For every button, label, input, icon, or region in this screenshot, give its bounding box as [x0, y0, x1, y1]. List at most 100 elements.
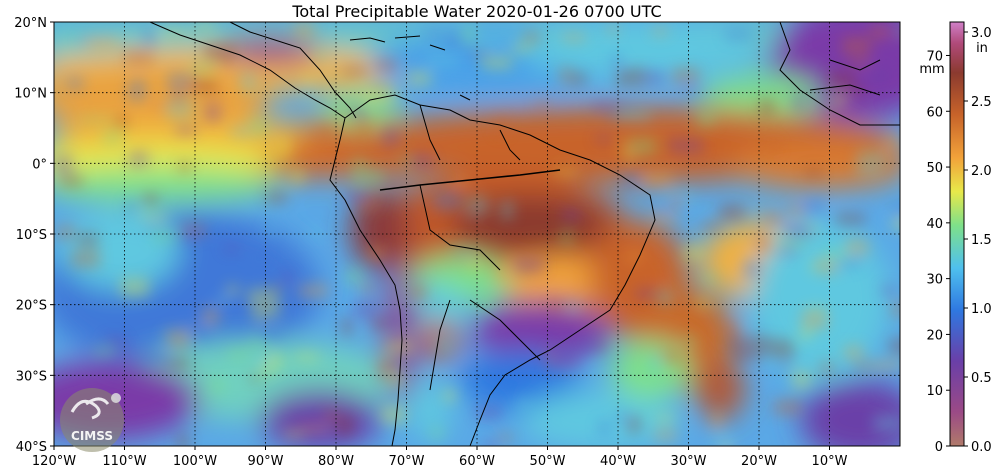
- texture-patch: [607, 25, 619, 34]
- texture-patch: [362, 90, 395, 104]
- texture-patch: [881, 285, 898, 296]
- texture-patch: [854, 362, 874, 370]
- in-tick-label: 0.5: [971, 371, 992, 386]
- texture-patch: [179, 232, 196, 241]
- texture-patch: [709, 432, 734, 446]
- texture-patch: [575, 339, 601, 354]
- texture-patch: [324, 410, 339, 421]
- texture-patch: [335, 416, 354, 436]
- texture-patch: [202, 307, 219, 325]
- texture-patch: [178, 161, 191, 173]
- latitude-label: 20°N: [14, 16, 47, 31]
- texture-patch: [408, 70, 432, 86]
- texture-patch: [300, 88, 315, 99]
- texture-patch: [773, 398, 802, 416]
- texture-patch: [513, 256, 545, 274]
- texture-patch: [763, 213, 783, 223]
- texture-patch: [727, 333, 739, 349]
- texture-patch: [71, 249, 101, 268]
- texture-patch: [128, 151, 149, 167]
- texture-patch: [710, 411, 723, 430]
- texture-patch: [85, 37, 118, 51]
- texture-patch: [461, 368, 476, 376]
- texture-patch: [628, 137, 656, 156]
- texture-patch: [873, 414, 900, 432]
- cimss-logo: CIMSS: [60, 388, 124, 452]
- texture-patch: [642, 170, 673, 187]
- texture-patch: [467, 195, 488, 216]
- lat-lon-gridlines: [54, 22, 900, 446]
- texture-patch: [120, 277, 149, 298]
- texture-patch: [476, 406, 501, 419]
- texture-patch: [226, 284, 239, 296]
- texture-patch: [898, 28, 900, 38]
- texture-patch: [263, 226, 276, 235]
- longitude-label: 40°W: [600, 454, 636, 469]
- pixel-texture: [55, 22, 900, 446]
- texture-patch: [682, 245, 705, 261]
- latitude-label: 20°S: [16, 299, 47, 314]
- texture-patch: [768, 140, 779, 152]
- texture-patch: [778, 236, 807, 249]
- in-tick-label: 0.0: [971, 440, 992, 455]
- texture-patch: [810, 263, 823, 272]
- longitude-label: 70°W: [389, 454, 425, 469]
- texture-patch: [466, 216, 477, 232]
- texture-patch: [832, 93, 847, 107]
- texture-patch: [290, 168, 306, 185]
- texture-patch: [354, 119, 372, 137]
- colorbar-in-unit: in: [976, 41, 988, 56]
- texture-patch: [227, 347, 253, 361]
- texture-patch: [142, 28, 157, 46]
- texture-patch: [165, 98, 194, 118]
- texture-patch: [208, 44, 238, 52]
- texture-patch: [204, 103, 221, 123]
- latitude-label: 30°S: [16, 369, 47, 384]
- longitude-label: 60°W: [459, 454, 495, 469]
- texture-patch: [240, 72, 257, 93]
- texture-patch: [341, 317, 353, 336]
- texture-patch: [886, 134, 898, 152]
- texture-patch: [822, 249, 852, 260]
- texture-patch: [777, 245, 800, 255]
- texture-patch: [566, 301, 580, 313]
- texture-patch: [801, 310, 828, 330]
- texture-patch: [102, 130, 123, 145]
- texture-patch: [408, 153, 434, 168]
- texture-patch: [167, 72, 197, 90]
- texture-patch: [208, 378, 226, 394]
- texture-patch: [354, 301, 377, 318]
- texture-patch: [500, 200, 514, 220]
- mm-tick-label: 0: [935, 440, 943, 455]
- texture-patch: [223, 245, 241, 253]
- texture-patch: [667, 138, 700, 151]
- texture-patch: [308, 229, 325, 237]
- colorbar-mm-ticks: 70 60 50 40 30 20 10 0: [926, 49, 950, 455]
- texture-patch: [283, 272, 294, 282]
- longitude-labels: 120°W 110°W 100°W 90°W 80°W 70°W 60°W 50°W 40°W 3…: [32, 446, 848, 469]
- texture-patch: [697, 110, 715, 127]
- texture-patch: [871, 360, 900, 370]
- texture-patch: [657, 207, 674, 214]
- longitude-label: 80°W: [318, 454, 354, 469]
- texture-patch: [271, 284, 285, 292]
- texture-patch: [669, 196, 685, 208]
- logo-swirl-icon: [70, 397, 110, 420]
- texture-patch: [800, 328, 812, 340]
- texture-patch: [56, 225, 75, 240]
- texture-patch: [722, 322, 739, 337]
- texture-patch: [378, 358, 395, 378]
- in-tick-label: 1.5: [971, 233, 992, 248]
- texture-patch: [845, 239, 869, 256]
- texture-patch: [244, 352, 270, 362]
- texture-patch: [382, 127, 400, 147]
- longitude-label: 20°W: [741, 454, 777, 469]
- texture-patch: [78, 232, 99, 247]
- texture-patch: [142, 193, 158, 206]
- texture-patch: [248, 117, 268, 137]
- texture-patch: [553, 168, 578, 176]
- texture-patch: [842, 36, 871, 56]
- texture-patch: [345, 267, 363, 286]
- texture-patch: [314, 49, 326, 62]
- texture-patch: [618, 110, 651, 122]
